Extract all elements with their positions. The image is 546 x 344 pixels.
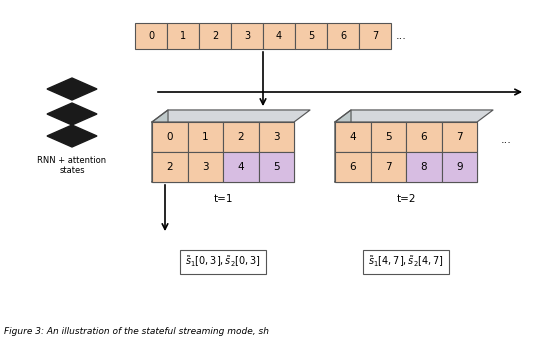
Bar <box>335 122 477 182</box>
Bar <box>406 152 442 182</box>
Polygon shape <box>47 125 97 147</box>
Bar <box>152 122 187 152</box>
Text: 5: 5 <box>308 31 314 41</box>
Bar <box>335 152 371 182</box>
Text: 2: 2 <box>238 132 244 142</box>
Text: 7: 7 <box>372 31 378 41</box>
Bar <box>371 122 406 152</box>
Bar <box>371 152 406 182</box>
Text: 8: 8 <box>420 162 427 172</box>
Bar <box>231 23 263 49</box>
Text: 4: 4 <box>238 162 244 172</box>
Bar <box>327 23 359 49</box>
Bar <box>135 23 167 49</box>
Polygon shape <box>335 110 351 182</box>
Text: 4: 4 <box>276 31 282 41</box>
Bar <box>295 23 327 49</box>
Text: 6: 6 <box>420 132 427 142</box>
Text: ...: ... <box>501 135 512 145</box>
Text: $\tilde{s}_1[0,3], \tilde{s}_2[0,3]$: $\tilde{s}_1[0,3], \tilde{s}_2[0,3]$ <box>185 255 261 269</box>
Text: 6: 6 <box>340 31 346 41</box>
Text: 1: 1 <box>202 132 209 142</box>
Text: 5: 5 <box>273 162 280 172</box>
Bar <box>152 122 294 182</box>
Text: 5: 5 <box>385 132 391 142</box>
Bar <box>335 122 371 152</box>
Text: 9: 9 <box>456 162 462 172</box>
Bar <box>442 122 477 152</box>
Polygon shape <box>47 78 97 100</box>
Text: 4: 4 <box>349 132 356 142</box>
Bar <box>442 152 477 182</box>
Polygon shape <box>152 110 168 182</box>
Bar <box>258 122 294 152</box>
Text: ...: ... <box>396 31 407 41</box>
Text: 6: 6 <box>349 162 356 172</box>
Text: t=1: t=1 <box>213 194 233 204</box>
Bar <box>406 122 442 152</box>
Bar <box>359 23 391 49</box>
Bar <box>223 122 258 152</box>
Text: 0: 0 <box>148 31 154 41</box>
Bar <box>199 23 231 49</box>
Bar <box>258 152 294 182</box>
Text: 2: 2 <box>167 162 173 172</box>
Text: 7: 7 <box>385 162 391 172</box>
Bar <box>223 152 258 182</box>
Text: t=2: t=2 <box>396 194 416 204</box>
Text: 3: 3 <box>244 31 250 41</box>
Text: 0: 0 <box>167 132 173 142</box>
Bar <box>152 152 187 182</box>
Text: 1: 1 <box>180 31 186 41</box>
Text: 3: 3 <box>202 162 209 172</box>
Text: 2: 2 <box>212 31 218 41</box>
Text: RNN + attention
states: RNN + attention states <box>38 156 106 175</box>
Text: 7: 7 <box>456 132 462 142</box>
Text: Figure 3: An illustration of the stateful streaming mode, sh: Figure 3: An illustration of the statefu… <box>4 327 269 336</box>
Polygon shape <box>335 110 493 122</box>
Polygon shape <box>47 103 97 125</box>
Text: 3: 3 <box>273 132 280 142</box>
Bar <box>187 152 223 182</box>
Bar <box>263 23 295 49</box>
Polygon shape <box>152 110 310 122</box>
Bar <box>187 122 223 152</box>
Text: $\tilde{s}_1[4,7], \tilde{s}_2[4,7]$: $\tilde{s}_1[4,7], \tilde{s}_2[4,7]$ <box>368 255 444 269</box>
Bar <box>167 23 199 49</box>
